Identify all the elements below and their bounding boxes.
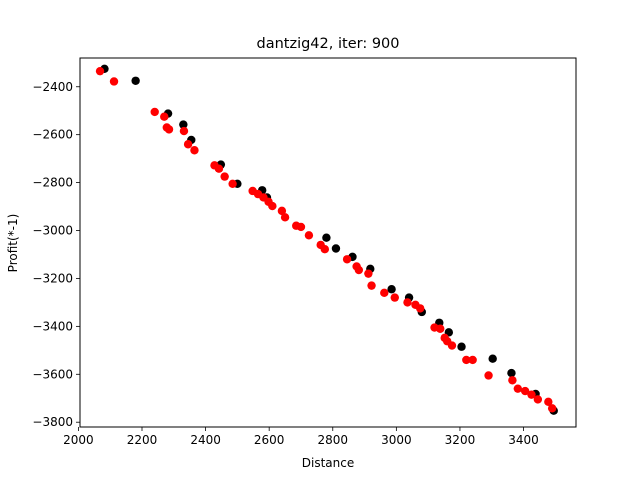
red-data-point — [164, 125, 174, 134]
red-data-point — [280, 213, 290, 222]
red-data-point — [447, 341, 457, 350]
black-data-point — [131, 76, 140, 85]
black-data-point — [488, 354, 497, 363]
red-data-point — [228, 179, 237, 188]
plot-area-frame — [79, 57, 577, 428]
red-data-point — [380, 288, 389, 298]
red-data-point — [367, 281, 376, 290]
x-tick-label: 2800 — [317, 433, 348, 447]
red-data-point — [179, 126, 189, 136]
y-tick-label: −3600 — [32, 367, 73, 381]
black-data-point — [322, 233, 331, 242]
x-axis-label: Distance — [302, 456, 354, 470]
red-data-point — [484, 371, 493, 380]
red-data-point — [544, 397, 553, 407]
red-data-point — [468, 355, 477, 365]
black-data-point — [331, 244, 341, 253]
red-data-point — [364, 269, 373, 278]
red-data-point — [304, 231, 314, 240]
red-data-point — [513, 384, 523, 393]
data-points — [95, 64, 558, 415]
red-data-point — [214, 164, 224, 173]
axis-ticks: 2000 2200 2400 2600 2800 3000 3200 3400 −2400 −26… — [32, 80, 538, 447]
red-data-point — [436, 324, 445, 333]
red-data-point — [527, 390, 536, 399]
red-data-point — [95, 66, 105, 76]
y-axis-label: Profit(*-1) — [6, 214, 20, 273]
red-data-point — [533, 395, 543, 404]
x-tick-label: 3400 — [508, 433, 539, 447]
red-data-point — [390, 293, 399, 302]
black-data-point — [507, 368, 516, 378]
red-data-point — [547, 404, 557, 413]
red-data-point — [190, 146, 199, 155]
red-data-point — [150, 107, 159, 117]
red-data-point — [320, 245, 330, 254]
x-tick-label: 2200 — [127, 433, 158, 447]
y-tick-label: −3400 — [32, 319, 73, 333]
red-data-point — [520, 386, 530, 396]
red-data-point — [296, 222, 306, 232]
red-data-point — [268, 201, 277, 211]
red-data-point — [160, 112, 169, 121]
red-data-point — [354, 265, 364, 275]
red-data-point — [508, 376, 517, 385]
red-data-point — [342, 255, 352, 264]
black-data-point — [387, 285, 396, 294]
red-data-point — [277, 206, 287, 216]
red-data-point — [183, 140, 193, 149]
black-data-point — [457, 342, 466, 351]
x-tick-label: 3200 — [445, 433, 476, 447]
red-data-point — [109, 77, 119, 86]
x-tick-label: 2000 — [63, 433, 94, 447]
y-tick-label: −2600 — [32, 128, 73, 142]
red-data-point — [462, 355, 471, 365]
y-tick-label: −3800 — [32, 415, 73, 429]
red-data-point — [220, 172, 229, 181]
black-data-point — [179, 120, 188, 129]
x-tick-label: 3000 — [381, 433, 412, 447]
chart-title: dantzig42, iter: 900 — [257, 36, 400, 52]
y-tick-label: −2800 — [32, 176, 73, 190]
y-tick-label: −3000 — [32, 224, 73, 238]
y-tick-label: −3200 — [32, 271, 73, 285]
y-tick-label: −2400 — [32, 80, 73, 94]
x-tick-label: 2600 — [254, 433, 285, 447]
red-data-point — [416, 304, 425, 313]
x-tick-label: 2400 — [190, 433, 221, 447]
red-data-point — [403, 298, 412, 307]
